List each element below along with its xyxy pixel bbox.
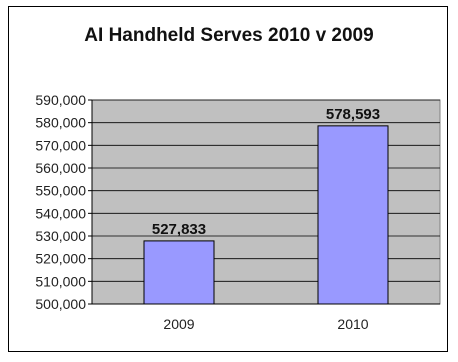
y-tick-label: 570,000 — [35, 137, 86, 153]
data-label-2009: 527,833 — [152, 221, 206, 238]
bar-2010 — [317, 125, 389, 305]
x-tick-label-2010: 2010 — [337, 316, 368, 332]
x-tick-label-2009: 2009 — [163, 316, 194, 332]
chart-title: AI Handheld Serves 2010 v 2009 — [84, 25, 374, 46]
y-tick-label: 580,000 — [35, 115, 86, 131]
y-tick-label: 530,000 — [35, 228, 86, 244]
data-label-2010: 578,593 — [326, 106, 380, 123]
y-tick-label: 550,000 — [35, 183, 86, 199]
y-tick-label: 540,000 — [35, 205, 86, 221]
y-tick-label: 560,000 — [35, 160, 86, 176]
y-tick-label: 520,000 — [35, 251, 86, 267]
y-tick-label: 590,000 — [35, 92, 86, 108]
y-tick-label: 510,000 — [35, 273, 86, 289]
bar-2009 — [143, 240, 215, 305]
y-tick-label: 500,000 — [35, 296, 86, 312]
